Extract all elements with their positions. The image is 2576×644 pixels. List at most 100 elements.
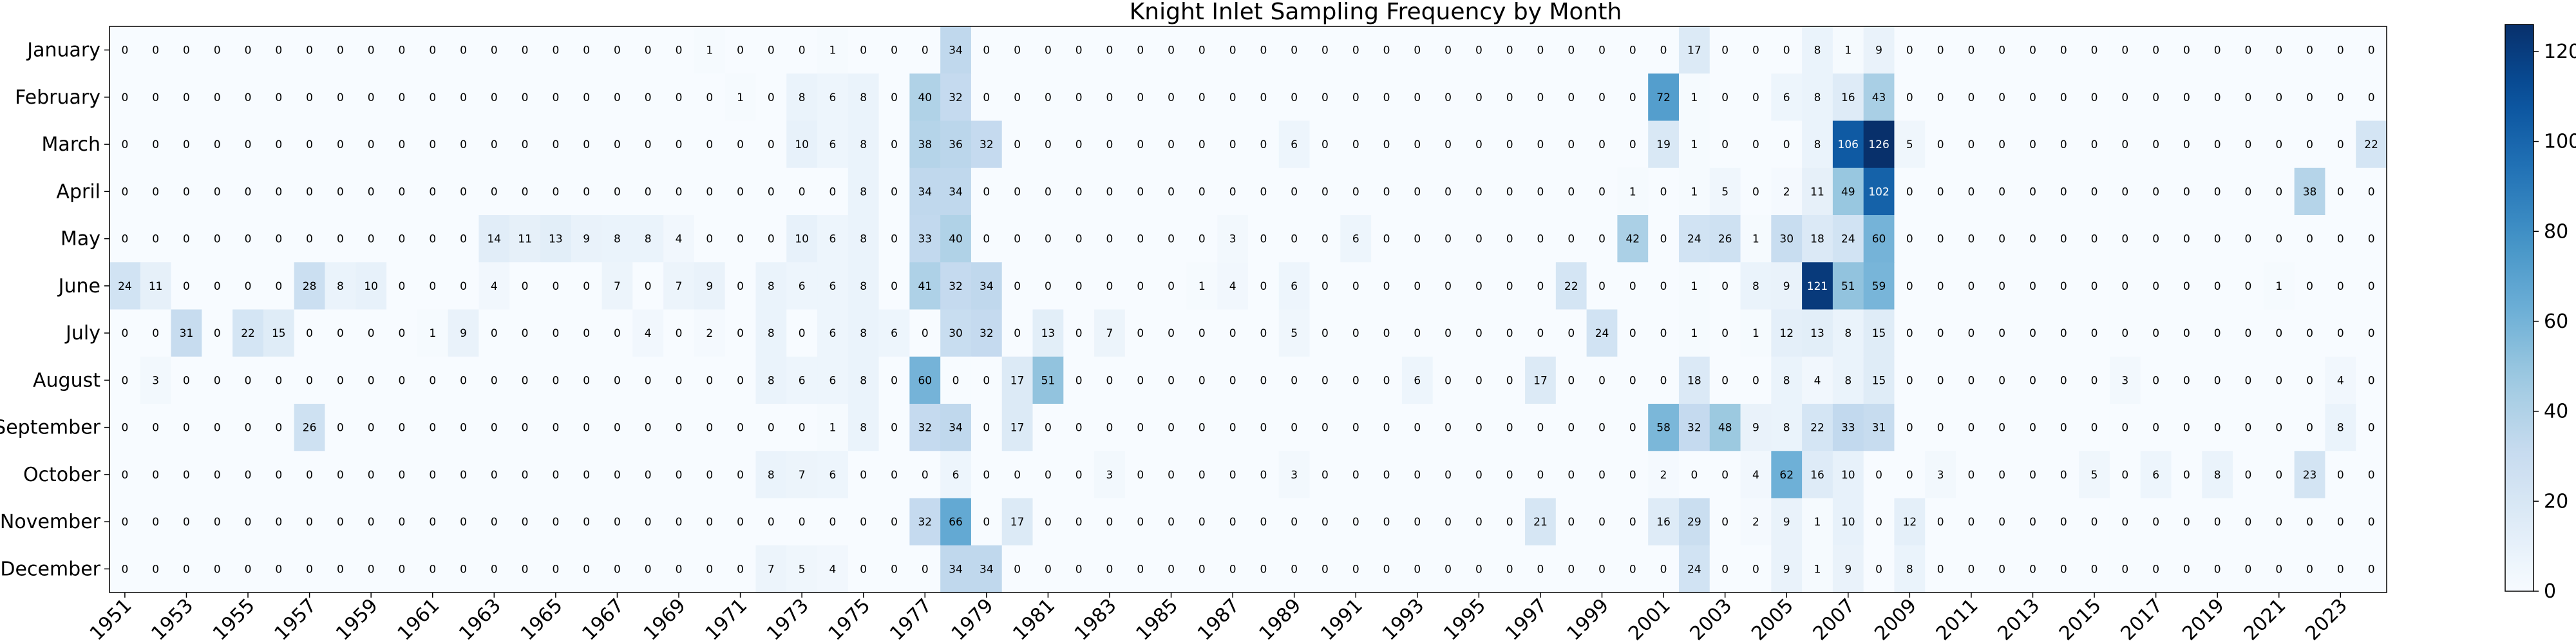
heatmap-cell	[1463, 498, 1495, 546]
heatmap-cell	[355, 309, 387, 357]
heatmap-cell	[1648, 498, 1680, 546]
heatmap-cell	[1617, 498, 1649, 546]
heatmap-cell	[2140, 26, 2172, 74]
heatmap-cell	[263, 356, 295, 404]
heatmap-cell	[1494, 404, 1526, 451]
heatmap-cell	[1432, 73, 1464, 122]
cell-value-label: 0	[1291, 233, 1298, 246]
cell-value-label: 0	[676, 44, 683, 57]
cell-value-label: 0	[1168, 233, 1175, 246]
heatmap-cell	[1124, 26, 1157, 74]
cell-value-label: 0	[2152, 233, 2159, 246]
cell-value-label: 0	[552, 469, 559, 482]
cell-value-label: 0	[399, 91, 406, 104]
heatmap-cell	[325, 404, 356, 451]
cell-value-label: 0	[337, 516, 344, 529]
cell-value-label: 0	[2152, 516, 2159, 529]
cell-value-label: 0	[2306, 563, 2313, 576]
heatmap-cell	[202, 498, 233, 546]
heatmap-cell	[2263, 356, 2295, 404]
heatmap-cell	[1278, 262, 1311, 310]
cell-value-label: 0	[860, 44, 867, 57]
cell-value-label: 0	[1506, 138, 1513, 151]
cell-value-label: 1	[706, 44, 713, 57]
heatmap-cell	[1925, 120, 1956, 169]
cell-value-label: 51	[1841, 280, 1855, 293]
cell-value-label: 0	[2029, 327, 2036, 340]
cell-value-label: 0	[1537, 469, 1544, 482]
cell-value-label: 8	[860, 233, 867, 246]
cell-value-label: 0	[2152, 374, 2159, 387]
heatmap-cell	[1248, 262, 1280, 310]
heatmap-cell	[2171, 498, 2202, 546]
cell-value-label: 0	[1968, 185, 1975, 198]
cell-value-label: 22	[2364, 138, 2378, 151]
cell-value-label: 0	[2275, 44, 2282, 57]
heatmap-cell	[2202, 262, 2233, 310]
heatmap-cell	[355, 451, 387, 499]
heatmap-cell	[509, 26, 541, 74]
heatmap-cell	[2140, 167, 2172, 216]
heatmap-cell	[1740, 545, 1772, 593]
heatmap-cell	[171, 73, 202, 122]
cell-value-label: 0	[1414, 138, 1421, 151]
heatmap-cell	[1309, 215, 1341, 263]
cell-value-label: 0	[676, 185, 683, 198]
heatmap-cell	[755, 26, 787, 74]
x-tick-label: 1951	[86, 594, 137, 644]
heatmap-cell	[1278, 215, 1311, 263]
cell-value-label: 0	[2337, 469, 2344, 482]
cell-value-label: 4	[645, 327, 652, 340]
heatmap-cell	[909, 498, 941, 546]
cell-value-label: 0	[214, 138, 221, 151]
cell-value-label: 0	[2306, 91, 2313, 104]
heatmap-cell	[2233, 73, 2264, 122]
heatmap-cell	[2325, 26, 2356, 74]
cell-value-label: 1	[429, 327, 436, 340]
cell-value-label: 0	[983, 516, 990, 529]
heatmap-cell	[171, 26, 202, 74]
cell-value-label: 0	[1968, 422, 1975, 435]
cell-value-label: 0	[2183, 563, 2190, 576]
heatmap-cell	[1432, 167, 1464, 216]
heatmap-cell	[2079, 167, 2110, 216]
cell-value-label: 0	[1906, 469, 1913, 482]
heatmap-cell	[109, 120, 141, 169]
cell-value-label: 0	[214, 469, 221, 482]
cell-value-label: 0	[1168, 563, 1175, 576]
cell-value-label: 0	[2245, 138, 2252, 151]
heatmap-cell	[1248, 356, 1280, 404]
cell-value-label: 0	[399, 327, 406, 340]
heatmap-cell	[1586, 120, 1618, 169]
cell-value-label: 0	[306, 327, 313, 340]
cell-value-label: 0	[2245, 91, 2252, 104]
cell-value-label: 0	[1998, 563, 2005, 576]
heatmap-cell	[2325, 498, 2356, 546]
cell-value-label: 0	[275, 91, 282, 104]
cell-value-label: 0	[1906, 280, 1913, 293]
heatmap-cell	[355, 498, 387, 546]
heatmap-cell	[2140, 262, 2172, 310]
cell-value-label: 0	[737, 563, 744, 576]
heatmap-cell	[817, 451, 849, 499]
heatmap-cell	[2017, 73, 2049, 122]
heatmap-cell	[2109, 451, 2141, 499]
cell-value-label: 0	[891, 185, 898, 198]
cell-value-label: 0	[2183, 185, 2190, 198]
heatmap-cell	[2048, 26, 2079, 74]
heatmap-cell	[140, 545, 172, 593]
heatmap-cell	[1155, 309, 1188, 357]
heatmap-cell	[940, 262, 972, 310]
heatmap-cell	[1709, 498, 1741, 546]
cell-value-label: 59	[1872, 280, 1886, 293]
cell-value-label: 0	[2029, 233, 2036, 246]
cell-value-label: 0	[1137, 422, 1144, 435]
heatmap-cell	[1956, 545, 1987, 593]
cell-value-label: 0	[1937, 563, 1944, 576]
cell-value-label: 34	[980, 280, 994, 293]
cell-value-label: 0	[2337, 233, 2344, 246]
cell-value-label: 0	[2029, 563, 2036, 576]
heatmap-cell	[663, 215, 695, 263]
cell-value-label: 1	[1814, 563, 1821, 576]
cell-value-label: 0	[1475, 563, 1482, 576]
